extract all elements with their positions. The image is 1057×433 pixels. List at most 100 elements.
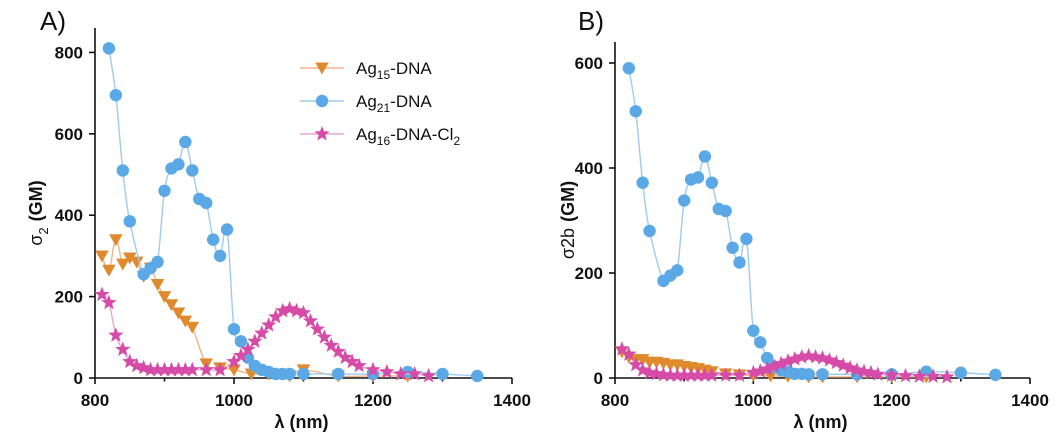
data-point	[691, 171, 705, 184]
y-axis-symbol: σ	[26, 235, 46, 246]
data-point	[337, 349, 353, 365]
data-point	[179, 135, 192, 149]
y-axis-subscript: 2	[36, 227, 51, 234]
data-point	[747, 324, 760, 337]
data-point	[471, 369, 484, 383]
data-point	[283, 367, 296, 381]
data-point	[116, 164, 129, 177]
data-point	[773, 355, 789, 371]
data-point	[198, 361, 214, 377]
data-point	[884, 367, 900, 382]
data-point	[614, 341, 630, 356]
data-point	[164, 299, 179, 312]
x-tick-label: 800	[601, 391, 629, 410]
data-point	[816, 368, 829, 381]
data-point	[766, 358, 782, 373]
y-axis-unit: (GM)	[26, 180, 46, 221]
data-point	[719, 204, 732, 218]
data-point	[123, 215, 136, 228]
data-point	[643, 224, 656, 238]
data-point	[227, 322, 241, 336]
data-point	[344, 353, 360, 369]
y-tick-label: 200	[575, 264, 603, 283]
x-tick-label: 1200	[873, 391, 911, 410]
data-point	[636, 176, 649, 189]
data-point	[698, 150, 712, 163]
data-point	[760, 351, 774, 365]
legend-rest: -DNA-Cl	[390, 125, 453, 144]
data-point	[745, 364, 761, 380]
data-point	[233, 347, 249, 363]
y-tick-label: 200	[55, 288, 83, 307]
series-Ag21-DNA	[622, 62, 1002, 382]
data-point	[436, 367, 449, 381]
data-point	[704, 367, 720, 382]
x-tick-label: 1200	[354, 391, 392, 410]
legend-base: Ag	[356, 92, 377, 111]
y-axis-unit: (GM)	[558, 181, 578, 222]
x-axis-title: λ (nm)	[275, 412, 329, 432]
legend-entry-label: Ag16-DNA-Cl2	[356, 125, 460, 148]
y-tick-label: 400	[55, 206, 83, 225]
data-point	[309, 321, 326, 336]
data-point	[297, 367, 310, 381]
data-point	[677, 194, 691, 207]
data-point	[177, 361, 194, 377]
data-point	[102, 42, 116, 55]
legend-subscript: 15	[377, 68, 391, 82]
data-point	[109, 234, 123, 247]
data-point	[365, 361, 381, 377]
data-point	[628, 356, 644, 372]
legend-swatch-marker	[314, 125, 330, 141]
data-point	[108, 327, 124, 342]
data-point	[213, 249, 227, 263]
data-point	[759, 361, 775, 376]
data-point	[185, 321, 200, 334]
data-point	[697, 367, 713, 382]
data-point	[135, 359, 152, 375]
data-point	[676, 367, 692, 382]
data-point	[622, 62, 636, 75]
data-point	[200, 196, 213, 210]
data-point	[94, 286, 110, 302]
data-point	[109, 88, 123, 102]
data-point	[635, 362, 651, 377]
data-point	[163, 361, 180, 377]
data-point	[629, 105, 642, 118]
data-point	[295, 304, 312, 320]
legend-swatch-marker	[315, 62, 329, 75]
data-point	[662, 367, 678, 382]
data-point	[212, 361, 228, 377]
data-point	[102, 264, 116, 277]
data-point	[939, 368, 955, 384]
data-point	[393, 365, 409, 381]
legend-rest: -DNA	[390, 59, 432, 78]
data-point	[407, 365, 423, 381]
data-point	[122, 252, 137, 265]
data-point	[814, 350, 831, 365]
legend-entry-label: Ag21-DNA	[356, 92, 432, 115]
data-point	[802, 368, 815, 381]
x-tick-label: 1000	[734, 391, 772, 410]
data-point	[142, 361, 159, 377]
data-point	[705, 176, 719, 189]
data-point	[172, 158, 185, 171]
legend-base: Ag	[356, 125, 377, 144]
data-point	[149, 361, 166, 377]
y-tick-label: 0	[594, 369, 603, 388]
y-axis-title: σ2 (GM)	[26, 180, 51, 245]
y-axis-symbol: σ2b	[558, 228, 578, 259]
data-point	[157, 291, 172, 304]
data-point	[332, 367, 345, 381]
data-point	[690, 367, 706, 382]
data-point	[731, 367, 748, 382]
y-tick-label: 600	[575, 54, 603, 73]
legend-base: Ag	[356, 59, 377, 78]
x-tick-label: 1400	[1011, 391, 1049, 410]
data-point	[156, 361, 173, 377]
series-Ag16-DNA-Cl2	[614, 341, 955, 384]
data-point	[828, 354, 844, 370]
data-point	[821, 352, 838, 367]
data-point	[178, 315, 193, 328]
